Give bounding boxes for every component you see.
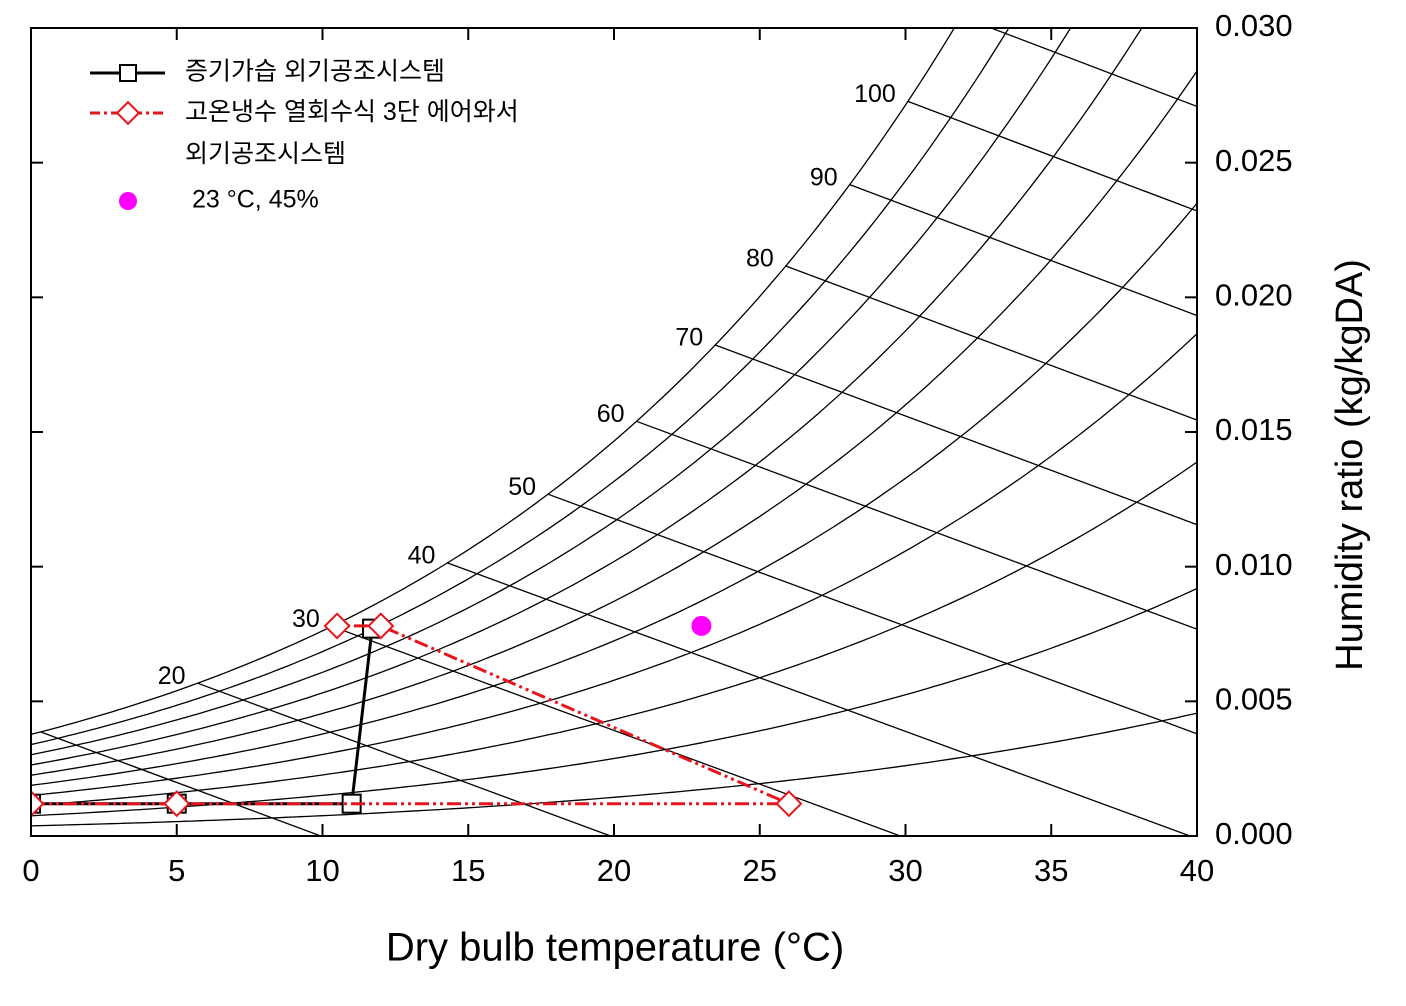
enthalpy-label: 50 xyxy=(508,473,536,501)
rh-curve xyxy=(31,28,1143,766)
rh-curve xyxy=(31,461,1197,807)
x-tick-label: 15 xyxy=(451,853,485,888)
enthalpy-line xyxy=(40,731,322,836)
x-tick-label: 40 xyxy=(1180,853,1214,888)
legend-label-line: 고온냉수 열회수식 3단 에어와서 xyxy=(185,98,519,126)
enthalpy-label: 40 xyxy=(408,542,436,570)
marker-diamond xyxy=(323,612,351,640)
y-tick-label: 0.030 xyxy=(1215,8,1293,43)
enthalpy-line xyxy=(785,265,1197,421)
enthalpy-line xyxy=(907,100,1197,212)
legend-label: 증기가습 외기공조시스템 xyxy=(185,58,445,86)
y-tick-label: 0.025 xyxy=(1215,143,1293,178)
enthalpy-line xyxy=(714,344,1197,526)
rh-curve xyxy=(31,28,1010,746)
x-tick-label: 30 xyxy=(888,853,922,888)
rh-curve xyxy=(31,28,1072,756)
psychro-curves xyxy=(31,28,1197,836)
enthalpy-label: 80 xyxy=(746,245,774,273)
enthalpy-label: 70 xyxy=(675,324,703,352)
y-tick-label: 0.010 xyxy=(1215,547,1293,582)
enthalpy-label: 60 xyxy=(597,400,625,428)
marker-circle xyxy=(119,192,137,210)
enthalpy-line xyxy=(547,493,1197,735)
x-tick-label: 35 xyxy=(1034,853,1068,888)
rh-curve xyxy=(31,70,1197,776)
legend-label: 23 °C, 45% xyxy=(192,186,319,214)
marker-circle xyxy=(691,615,712,636)
rh-curve xyxy=(31,202,1197,786)
enthalpy-line xyxy=(331,625,901,836)
x-tick-label: 25 xyxy=(743,853,777,888)
x-tick-label: 0 xyxy=(22,853,39,888)
enthalpy-label: 100 xyxy=(854,80,896,108)
marker-diamond xyxy=(367,612,395,640)
y-tick-label: 0.015 xyxy=(1215,412,1293,447)
rh-curve xyxy=(31,712,1197,827)
enthalpy-label: 20 xyxy=(158,662,186,690)
marker-diamond xyxy=(775,790,803,818)
enthalpy-line xyxy=(197,682,611,836)
x-tick-label: 5 xyxy=(168,853,185,888)
x-tick-label: 10 xyxy=(305,853,339,888)
rh-curve xyxy=(31,28,956,736)
enthalpy-line xyxy=(849,183,1197,317)
y-tick-label: 0.005 xyxy=(1215,682,1293,717)
x-axis-title: Dry bulb temperature (°C) xyxy=(386,926,844,970)
enthalpy-line xyxy=(636,420,1197,630)
marker-square xyxy=(119,64,137,82)
y-axis-title: Humidity ratio (kg/kgDA) xyxy=(1329,259,1371,671)
y-tick-label: 0.000 xyxy=(1215,816,1293,851)
enthalpy-line xyxy=(989,28,1197,108)
y-tick-label: 0.020 xyxy=(1215,278,1293,313)
marker-diamond xyxy=(31,790,45,818)
x-tick-label: 20 xyxy=(597,853,631,888)
marker-diamond xyxy=(115,100,141,126)
enthalpy-label: 30 xyxy=(292,605,320,633)
series-line xyxy=(31,624,790,806)
marker-diamond xyxy=(163,790,191,818)
enthalpy-label: 90 xyxy=(810,163,838,191)
rh-curve xyxy=(31,333,1197,797)
series-layer xyxy=(31,612,803,818)
legend-label-line: 외기공조시스템 xyxy=(185,140,346,168)
enthalpy-line xyxy=(447,562,1191,836)
